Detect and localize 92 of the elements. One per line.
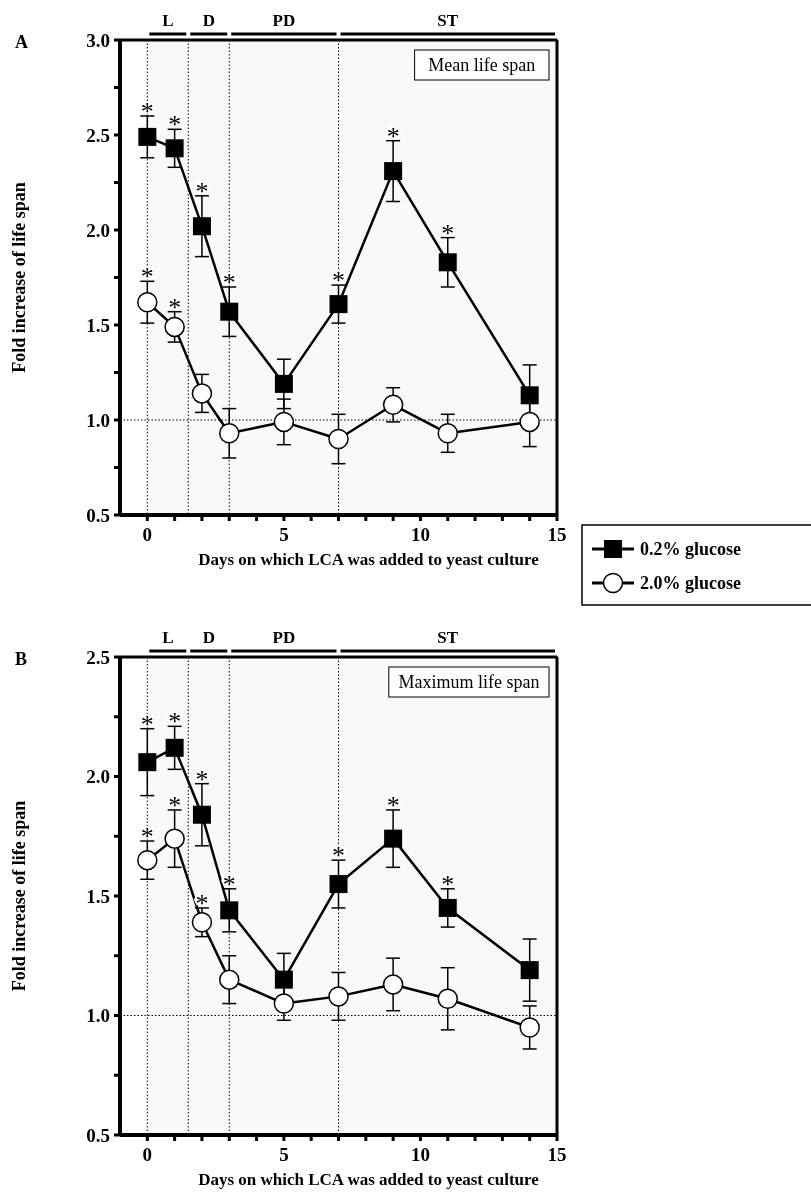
point xyxy=(219,969,240,990)
point xyxy=(191,912,213,933)
y-tick-label: 2.5 xyxy=(86,124,110,146)
y-tick-label: 3.0 xyxy=(86,29,110,51)
x-axis-title: Days on which LCA was added to yeast culture xyxy=(198,550,540,569)
annotation: * xyxy=(168,790,182,820)
annotation: * xyxy=(222,869,236,899)
point xyxy=(165,139,184,158)
point xyxy=(220,302,239,321)
point xyxy=(138,753,157,772)
annotation: * xyxy=(140,262,154,292)
band-label: D xyxy=(202,628,215,647)
y-tick-label: 1.5 xyxy=(86,885,110,907)
point xyxy=(519,411,540,433)
y-axis-title: Fold increase of life span xyxy=(9,800,29,992)
band-label: ST xyxy=(437,11,459,30)
annotation: * xyxy=(332,266,345,296)
x-tick-label: 5 xyxy=(279,524,289,545)
annotation: * xyxy=(441,218,455,248)
point xyxy=(164,316,185,338)
chart-title: A xyxy=(15,32,28,52)
point xyxy=(137,849,158,871)
y-tick-label: 2.0 xyxy=(86,219,110,241)
band-label: ST xyxy=(437,628,459,647)
chart-title: B xyxy=(15,649,28,669)
annotation: * xyxy=(386,121,400,151)
annotation: * xyxy=(195,888,209,918)
point xyxy=(328,986,349,1007)
annotation: * xyxy=(168,707,182,737)
x-tick-label: 10 xyxy=(410,1144,430,1165)
legend-label: 0.2% glucose xyxy=(640,539,742,560)
point xyxy=(274,374,293,393)
point xyxy=(219,423,240,444)
x-axis-title: Days on which LCA was added to yeast culture xyxy=(198,1170,540,1189)
annotation: * xyxy=(168,292,182,322)
x-tick-label: 15 xyxy=(547,524,567,545)
annotation: * xyxy=(222,268,236,297)
point xyxy=(438,253,457,272)
point xyxy=(438,898,457,917)
x-tick-label: 5 xyxy=(279,1144,289,1165)
y-tick-label: 1.0 xyxy=(86,409,110,431)
y-tick-label: 1.5 xyxy=(86,314,110,336)
point xyxy=(273,411,295,433)
point xyxy=(519,1017,540,1038)
annotation: * xyxy=(140,97,154,126)
y-tick-label: 0.5 xyxy=(86,504,110,526)
annotation: * xyxy=(140,822,154,852)
point xyxy=(165,738,184,757)
point xyxy=(437,988,458,1010)
point xyxy=(520,386,539,405)
y-tick-label: 2.0 xyxy=(86,766,110,788)
point xyxy=(384,829,403,848)
annotation: * xyxy=(386,790,400,820)
point xyxy=(273,993,295,1014)
point xyxy=(138,127,157,146)
y-tick-label: 0.5 xyxy=(86,1124,110,1146)
x-tick-label: 0 xyxy=(142,1144,153,1165)
point xyxy=(329,295,348,314)
annotation: * xyxy=(441,869,455,899)
point xyxy=(192,805,211,824)
band-label: L xyxy=(162,11,174,30)
annotation: * xyxy=(332,841,345,871)
x-tick-label: 0 xyxy=(142,524,153,545)
point xyxy=(220,901,239,920)
point xyxy=(329,875,348,894)
y-tick-label: 2.5 xyxy=(86,646,110,668)
point xyxy=(437,423,458,444)
point xyxy=(274,970,293,989)
point xyxy=(520,961,539,980)
band-label: D xyxy=(202,11,215,30)
text: Maximum life span xyxy=(398,672,540,692)
x-tick-label: 15 xyxy=(547,1144,567,1165)
y-axis-title: Fold increase of life span xyxy=(9,182,29,373)
point xyxy=(164,828,185,849)
band-label: L xyxy=(162,628,174,647)
annotation: * xyxy=(195,176,209,206)
annotation: * xyxy=(140,709,154,739)
annotation: * xyxy=(195,764,209,794)
point xyxy=(382,394,404,416)
point xyxy=(137,291,158,313)
point xyxy=(382,974,404,995)
y-tick-label: 1.0 xyxy=(86,1005,110,1027)
band-label: PD xyxy=(272,11,296,30)
x-tick-label: 10 xyxy=(410,524,430,545)
text: Mean life span xyxy=(428,55,536,75)
point xyxy=(191,383,213,404)
point xyxy=(192,217,211,236)
point xyxy=(328,428,349,450)
point xyxy=(384,162,403,181)
band-label: PD xyxy=(272,628,296,647)
legend-label: 2.0% glucose xyxy=(640,573,742,594)
annotation: * xyxy=(168,110,182,140)
